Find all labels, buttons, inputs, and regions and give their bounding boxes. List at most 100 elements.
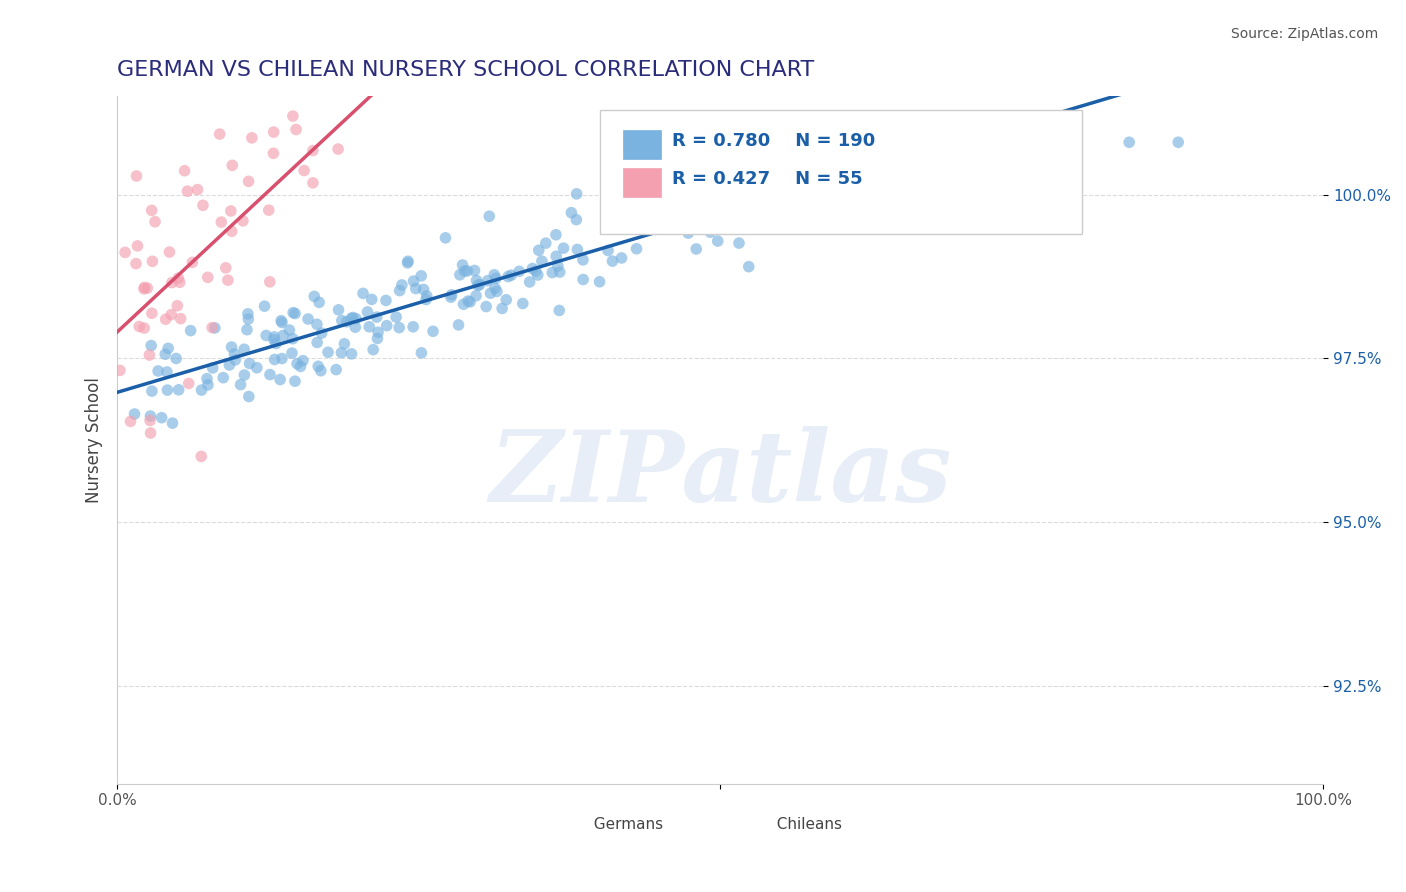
- Point: [238, 174, 260, 188]
- FancyBboxPatch shape: [731, 812, 763, 836]
- Point: [402, 319, 425, 334]
- Point: [388, 320, 411, 334]
- Point: [648, 210, 671, 224]
- Point: [146, 364, 169, 378]
- Point: [560, 205, 582, 219]
- Point: [190, 383, 212, 397]
- Point: [485, 271, 508, 285]
- Point: [415, 293, 437, 307]
- Point: [177, 376, 200, 391]
- Point: [304, 289, 326, 303]
- Point: [159, 245, 181, 260]
- Point: [240, 131, 263, 145]
- Point: [238, 390, 260, 404]
- Point: [659, 192, 682, 206]
- Point: [238, 312, 260, 326]
- Point: [284, 374, 307, 388]
- Point: [308, 295, 330, 310]
- FancyBboxPatch shape: [623, 168, 661, 197]
- Point: [238, 357, 260, 371]
- Point: [150, 410, 173, 425]
- Point: [139, 413, 162, 427]
- Point: [141, 254, 163, 268]
- Point: [467, 278, 489, 293]
- Point: [1118, 135, 1140, 149]
- Point: [219, 204, 242, 219]
- Point: [485, 285, 508, 299]
- Point: [546, 249, 568, 263]
- FancyBboxPatch shape: [623, 129, 661, 159]
- Point: [233, 368, 256, 382]
- Point: [453, 297, 475, 311]
- Point: [704, 202, 727, 217]
- Point: [548, 303, 571, 318]
- Point: [411, 268, 433, 283]
- Text: Source: ZipAtlas.com: Source: ZipAtlas.com: [1230, 27, 1378, 41]
- Point: [752, 179, 775, 194]
- Point: [598, 214, 620, 228]
- Point: [501, 268, 523, 282]
- Point: [281, 346, 304, 360]
- Point: [491, 301, 513, 316]
- Point: [176, 184, 198, 198]
- Point: [221, 340, 243, 354]
- Point: [134, 280, 156, 294]
- Point: [689, 146, 711, 161]
- Point: [411, 346, 433, 360]
- Point: [125, 257, 148, 271]
- Point: [204, 321, 226, 335]
- Text: R = 0.780    N = 190: R = 0.780 N = 190: [672, 132, 876, 150]
- Point: [711, 196, 734, 211]
- Point: [778, 173, 800, 187]
- Point: [484, 268, 506, 282]
- Point: [285, 122, 308, 136]
- Point: [785, 188, 807, 202]
- Point: [655, 204, 678, 219]
- Point: [412, 282, 434, 296]
- Point: [572, 272, 595, 286]
- Point: [259, 368, 281, 382]
- Text: GERMAN VS CHILEAN NURSERY SCHOOL CORRELATION CHART: GERMAN VS CHILEAN NURSERY SCHOOL CORRELA…: [117, 60, 814, 79]
- Point: [375, 318, 398, 333]
- Point: [879, 167, 901, 181]
- Point: [375, 293, 398, 308]
- FancyBboxPatch shape: [550, 812, 582, 836]
- Point: [738, 260, 761, 274]
- Point: [305, 318, 328, 332]
- Point: [271, 328, 294, 343]
- Point: [156, 383, 179, 397]
- Point: [190, 450, 212, 464]
- Point: [475, 300, 498, 314]
- Point: [465, 289, 488, 303]
- Point: [259, 275, 281, 289]
- Point: [167, 271, 190, 285]
- Point: [291, 353, 314, 368]
- Point: [155, 347, 177, 361]
- Point: [281, 109, 304, 123]
- Point: [588, 275, 610, 289]
- Point: [166, 299, 188, 313]
- Point: [548, 265, 571, 279]
- Point: [160, 276, 183, 290]
- Point: [333, 336, 356, 351]
- Point: [108, 363, 131, 377]
- Point: [344, 320, 367, 334]
- Point: [405, 281, 427, 295]
- Y-axis label: Nursery School: Nursery School: [86, 377, 103, 503]
- Point: [610, 251, 633, 265]
- Point: [530, 254, 553, 268]
- Point: [388, 284, 411, 298]
- Point: [495, 293, 517, 307]
- Point: [572, 252, 595, 267]
- Point: [544, 227, 567, 242]
- Point: [139, 409, 162, 423]
- Point: [453, 264, 475, 278]
- Text: ZIPatlas: ZIPatlas: [489, 426, 952, 523]
- Point: [221, 158, 243, 172]
- Point: [710, 188, 733, 202]
- Point: [456, 264, 478, 278]
- Point: [326, 142, 349, 156]
- Point: [307, 359, 329, 374]
- Point: [141, 203, 163, 218]
- Point: [553, 241, 575, 255]
